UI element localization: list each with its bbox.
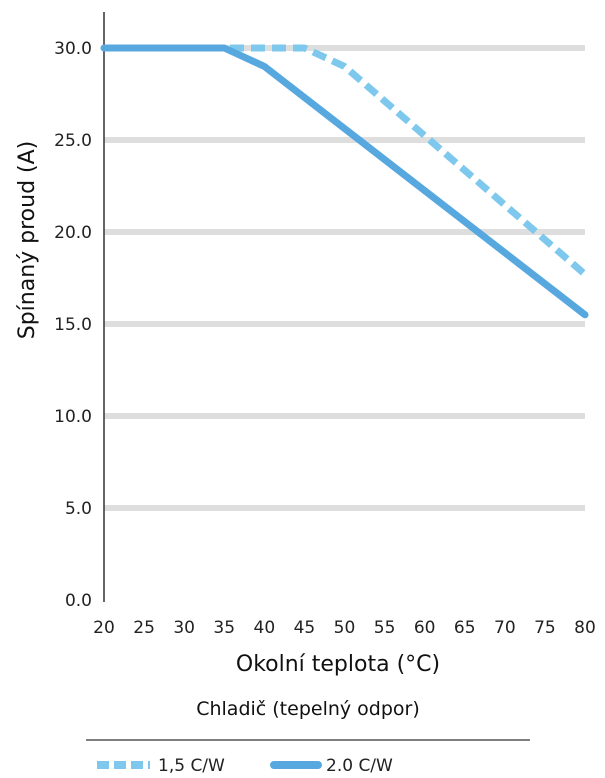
y-tick-label: 5.0 (65, 499, 92, 519)
x-tick-label: 60 (414, 618, 436, 638)
x-tick-label: 65 (454, 618, 476, 638)
x-tick-label: 55 (374, 618, 396, 638)
x-tick-label: 70 (494, 618, 516, 638)
series-lines (100, 44, 589, 319)
y-tick-label: 0.0 (65, 591, 92, 611)
legend-title: Chladič (tepelný odpor) (196, 698, 420, 720)
y-tick-label: 10.0 (54, 407, 92, 427)
x-tick-label: 45 (294, 618, 316, 638)
legend-label-2: 2.0 C/W (326, 756, 393, 776)
x-tick-label: 25 (133, 618, 155, 638)
series-line-2 (100, 44, 589, 319)
x-tick-label: 75 (534, 618, 556, 638)
legend-label-1: 1,5 C/W (158, 756, 225, 776)
series-line-1 (104, 44, 588, 277)
grid-lines (104, 45, 585, 511)
x-tick-label: 80 (574, 618, 596, 638)
y-tick-label: 20.0 (54, 223, 92, 243)
x-tick-labels: 20 25 30 35 40 45 50 55 60 65 70 75 80 (93, 618, 596, 638)
x-tick-label: 35 (213, 618, 235, 638)
x-tick-label: 20 (93, 618, 115, 638)
x-axis-title: Okolní teplota (°C) (236, 652, 440, 677)
x-tick-label: 50 (334, 618, 356, 638)
y-tick-label: 15.0 (54, 315, 92, 335)
legend: 1,5 C/W 2.0 C/W (97, 756, 393, 776)
y-tick-label: 30.0 (54, 39, 92, 59)
y-axis-title: Spínaný proud (A) (15, 141, 40, 340)
x-tick-label: 30 (173, 618, 195, 638)
y-tick-label: 25.0 (54, 131, 92, 151)
x-tick-label: 40 (254, 618, 276, 638)
y-tick-labels: 0.0 5.0 10.0 15.0 20.0 25.0 30.0 (54, 39, 92, 611)
